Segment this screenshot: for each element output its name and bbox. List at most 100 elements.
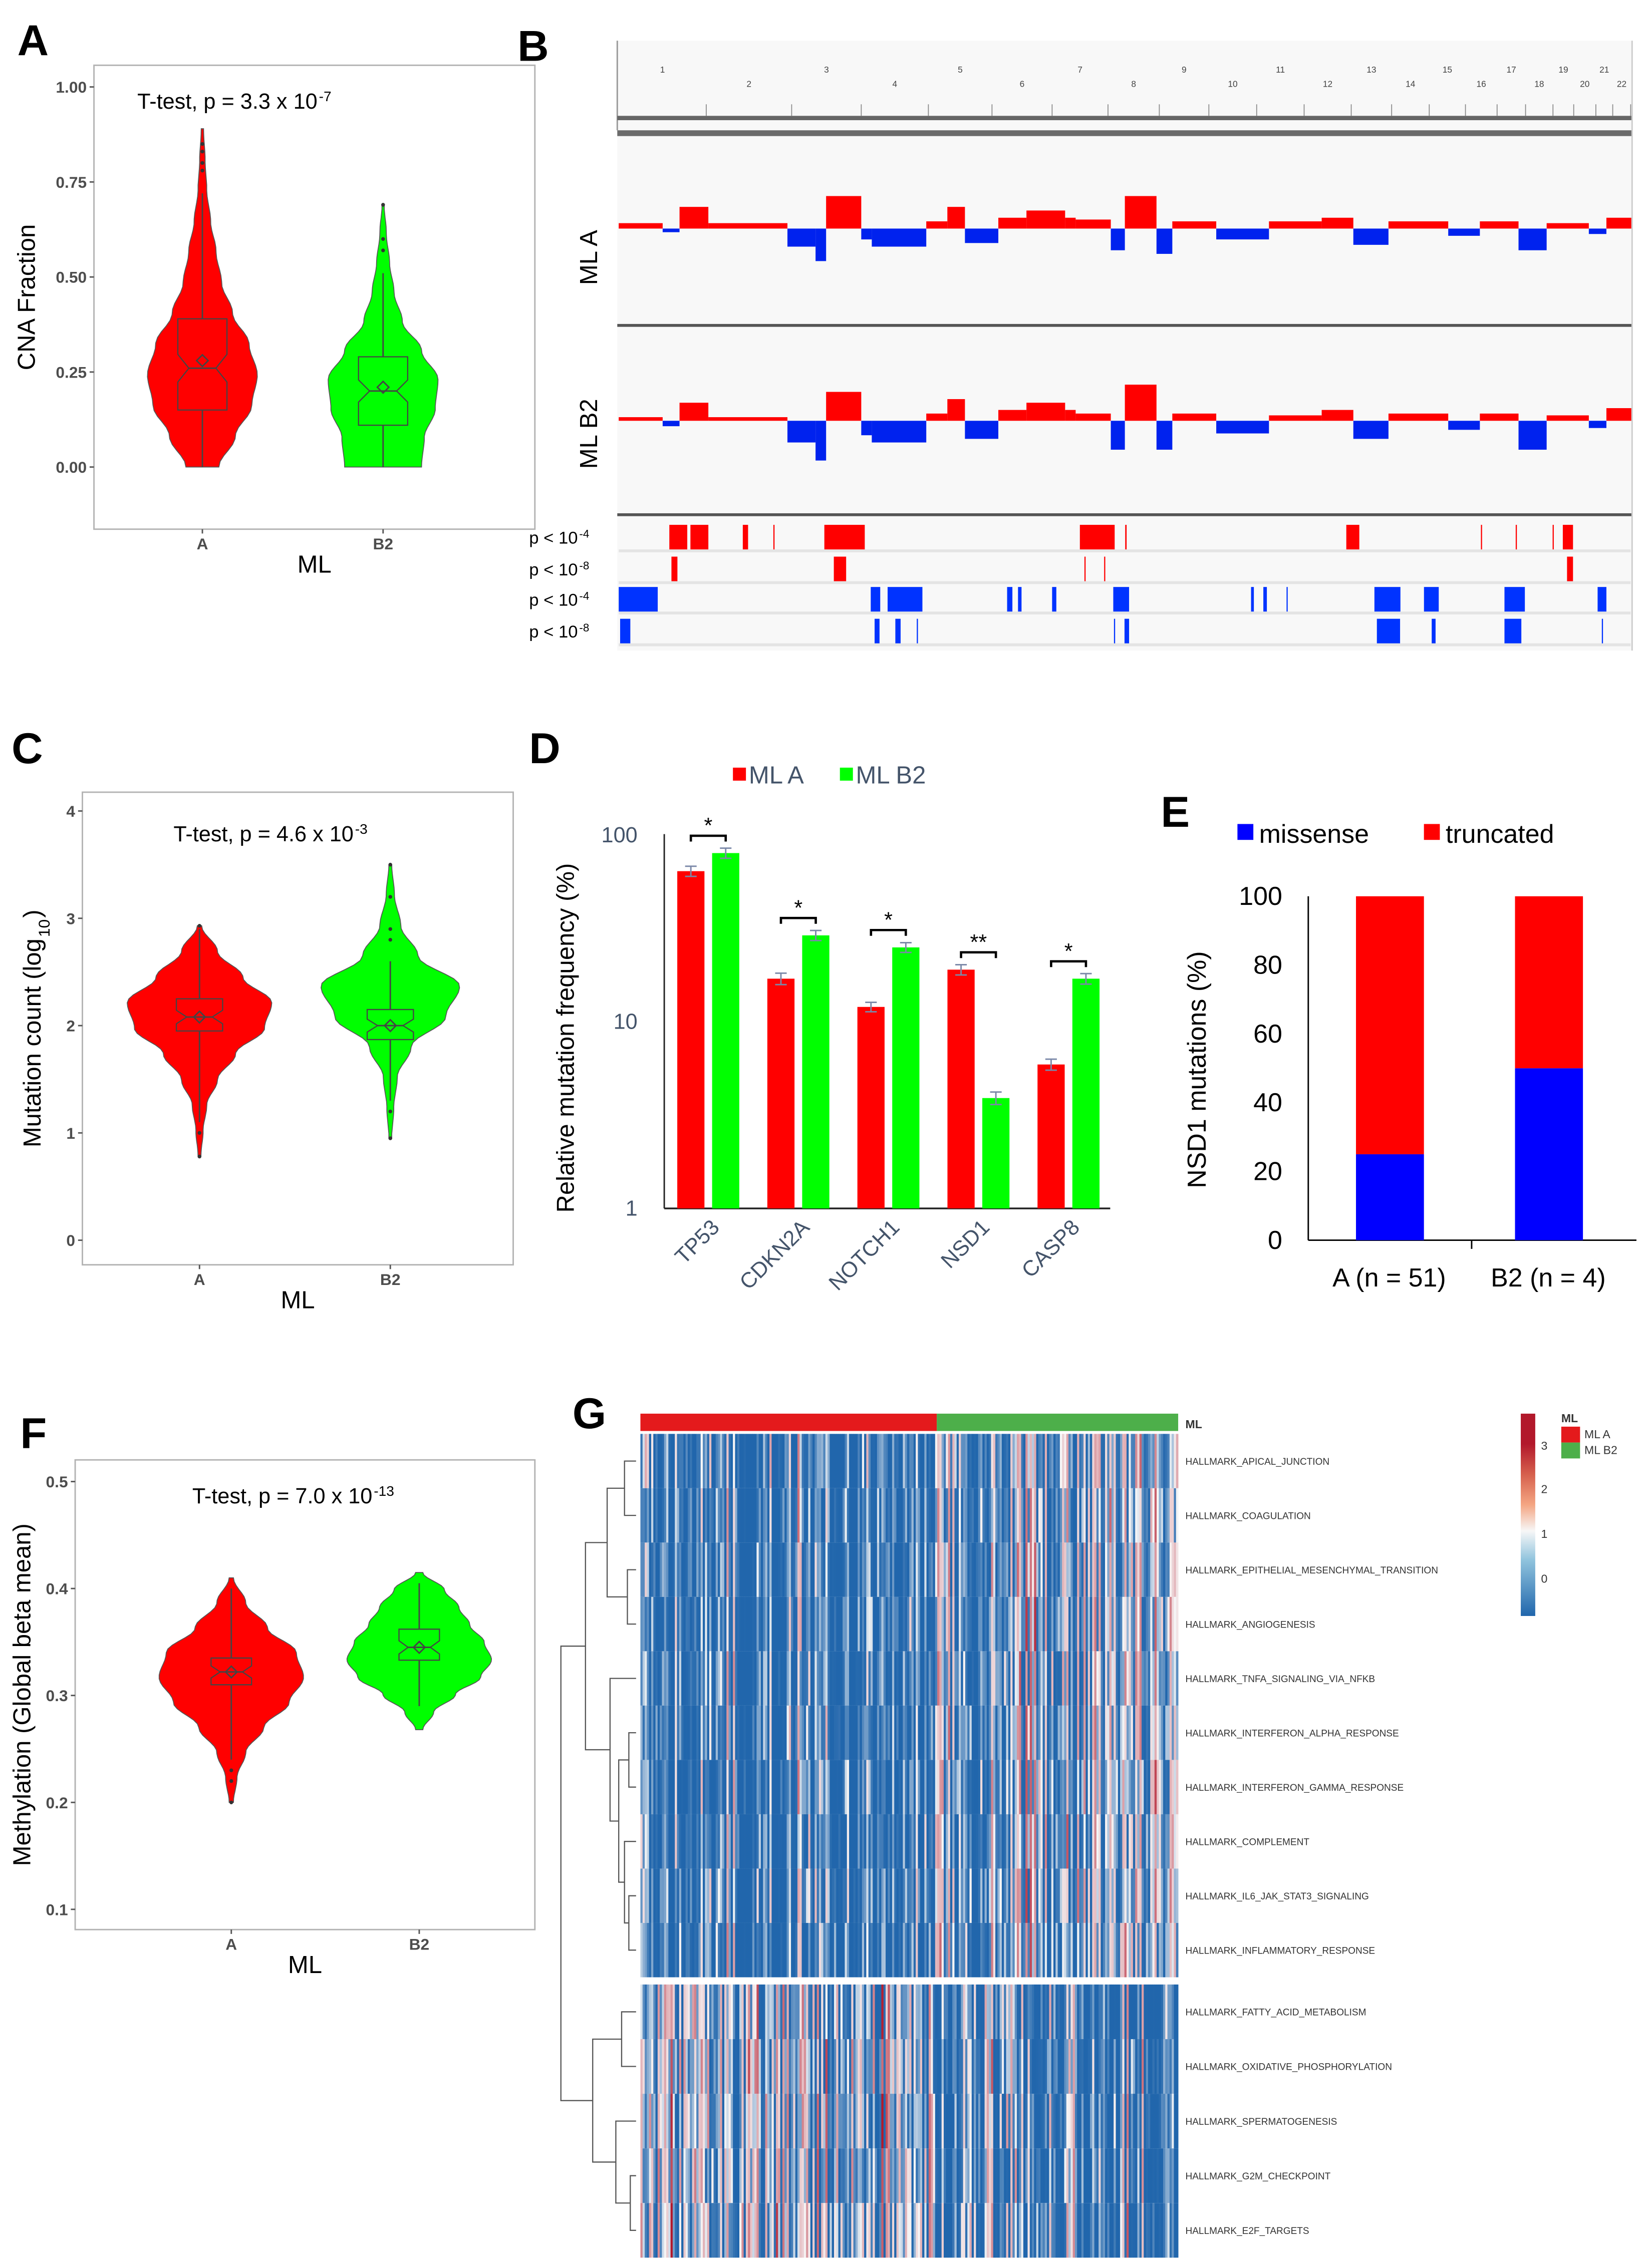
panel-label-c: C xyxy=(12,725,43,773)
heatmap-cell xyxy=(1008,1542,1011,1597)
heatmap-cell xyxy=(711,1651,714,1706)
heatmap-cell xyxy=(928,1542,931,1597)
heatmap-cell xyxy=(965,2039,968,2094)
heatmap-cell xyxy=(825,1488,828,1543)
heatmap-cell xyxy=(679,2094,682,2149)
heatmap-cell xyxy=(1157,2148,1159,2203)
heatmap-cell xyxy=(948,2203,951,2258)
heatmap-cell xyxy=(1154,2148,1157,2203)
significant-region xyxy=(1052,587,1056,612)
heatmap-cell xyxy=(862,1984,865,2039)
heatmap-cell xyxy=(991,2148,994,2203)
heatmap-cell xyxy=(1068,2203,1071,2258)
heatmap-cell xyxy=(937,2203,940,2258)
heatmap-cell xyxy=(687,1434,690,1488)
heatmap-cell xyxy=(1157,1434,1159,1488)
heatmap-cell xyxy=(969,1596,972,1652)
heatmap-cell xyxy=(1167,1705,1170,1760)
heatmap-cell xyxy=(933,1984,936,2039)
heatmap-cell xyxy=(851,1760,854,1814)
heatmap-cell xyxy=(937,1705,940,1760)
heatmap-cell xyxy=(982,2094,985,2149)
heatmap-cell xyxy=(838,1814,841,1869)
heatmap-cell xyxy=(843,2094,845,2149)
heatmap-cell xyxy=(1014,1542,1017,1597)
heatmap-cell xyxy=(1135,1922,1138,1978)
heatmap-cell xyxy=(832,1760,835,1814)
heatmap-cell xyxy=(653,2203,656,2258)
heatmap-cell xyxy=(754,1868,757,1923)
heatmap-cell xyxy=(939,1651,942,1706)
heatmap-cell xyxy=(954,1542,957,1597)
heatmap-row-label: HALLMARK_EPITHELIAL_MESENCHYMAL_TRANSITI… xyxy=(1185,1565,1438,1576)
heatmap-cell xyxy=(870,1542,873,1597)
heatmap-cell xyxy=(1094,1596,1097,1652)
heatmap-cell xyxy=(683,1596,686,1652)
heatmap-cell xyxy=(1107,1868,1110,1923)
heatmap-cell xyxy=(855,1868,858,1923)
heatmap-cell xyxy=(1109,1488,1112,1543)
heatmap-cell xyxy=(1154,1434,1157,1488)
heatmap-cell xyxy=(735,1984,738,2039)
heatmap-cell xyxy=(926,1596,929,1652)
heatmap-cell xyxy=(718,1434,720,1488)
heatmap-cell xyxy=(797,1868,800,1923)
copy-gain-segment xyxy=(679,207,709,229)
heatmap-cell xyxy=(739,1542,742,1597)
heatmap-cell xyxy=(1103,1922,1106,1978)
heatmap-cell xyxy=(1159,1868,1162,1923)
heatmap-cell xyxy=(1012,1651,1015,1706)
heatmap-cell xyxy=(888,1705,891,1760)
heatmap-cell xyxy=(788,1760,791,1814)
heatmap-cell xyxy=(1129,1651,1132,1706)
heatmap-cell xyxy=(814,2203,817,2258)
heatmap-cell xyxy=(1133,1542,1136,1597)
heatmap-cell xyxy=(943,2148,946,2203)
heatmap-cell xyxy=(991,2203,994,2258)
heatmap-cell xyxy=(1034,2039,1037,2094)
heatmap-cell xyxy=(974,1596,976,1652)
heatmap-cell xyxy=(791,1868,793,1923)
heatmap-cell xyxy=(640,1868,643,1923)
heatmap-cell xyxy=(750,1814,753,1869)
heatmap-cell xyxy=(948,2148,951,2203)
copy-gain-segment xyxy=(619,417,663,421)
heatmap-cell xyxy=(1114,2094,1116,2149)
heatmap-cell xyxy=(928,1814,931,1869)
heatmap-cell xyxy=(823,2203,826,2258)
heatmap-cell xyxy=(941,2203,944,2258)
heatmap-cell xyxy=(696,2094,699,2149)
significant-region xyxy=(620,618,631,643)
heatmap-cell xyxy=(993,1922,996,1978)
heatmap-cell xyxy=(1001,2039,1004,2094)
heatmap-cell xyxy=(769,2203,772,2258)
heatmap-cell xyxy=(1027,1868,1030,1923)
heatmap-cell xyxy=(642,1760,645,1814)
heatmap-cell xyxy=(760,1651,763,1706)
heatmap-cell xyxy=(976,1434,979,1488)
heatmap-cell xyxy=(1096,1434,1099,1488)
y-tick-label: 3 xyxy=(66,909,75,927)
copy-gain-segment xyxy=(1026,403,1065,421)
heatmap-cell xyxy=(834,1984,837,2039)
heatmap-cell xyxy=(1127,2203,1129,2258)
heatmap-cell xyxy=(860,1596,863,1652)
heatmap-cell xyxy=(763,1488,766,1543)
heatmap-cell xyxy=(788,2148,791,2203)
heatmap-cell xyxy=(969,1705,972,1760)
heatmap-cell xyxy=(788,1984,791,2039)
heatmap-cell xyxy=(1127,1596,1129,1652)
heatmap-cell xyxy=(971,1651,974,1706)
heatmap-cell xyxy=(976,2094,979,2149)
y-axis-label: CNA Fraction xyxy=(13,224,40,371)
heatmap-cell xyxy=(801,1868,804,1923)
heatmap-cell xyxy=(724,1651,727,1706)
heatmap-cell xyxy=(1131,1434,1134,1488)
heatmap-cell xyxy=(677,1542,680,1597)
heatmap-cell xyxy=(883,1705,886,1760)
heatmap-cell xyxy=(660,1488,662,1543)
heatmap-cell xyxy=(870,2148,873,2203)
heatmap-cell xyxy=(950,1434,953,1488)
heatmap-cell xyxy=(999,1760,1002,1814)
heatmap-cell xyxy=(647,1705,650,1760)
